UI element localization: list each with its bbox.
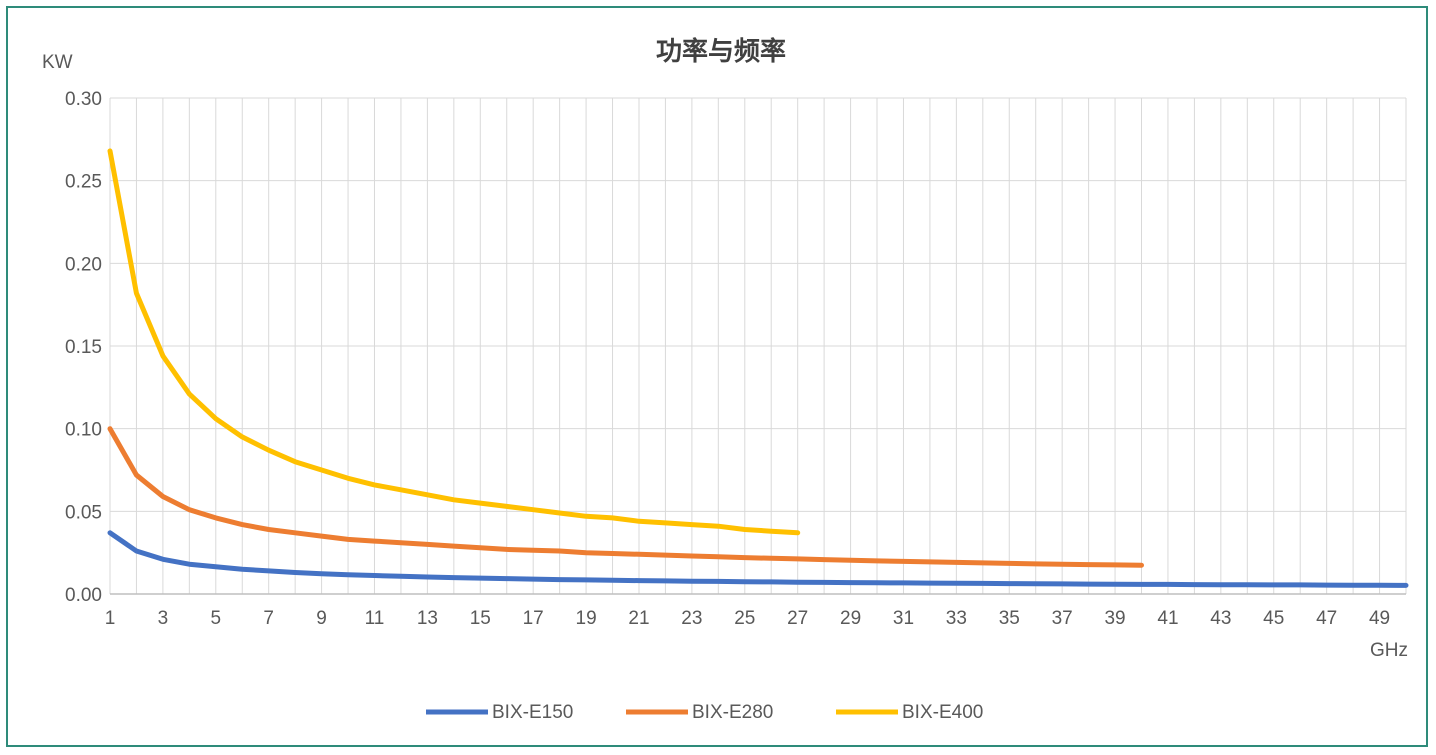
x-tick-label: 43: [1210, 608, 1231, 629]
series-line-bix-e400: [107, 148, 801, 536]
y-tick-label: 0.00: [65, 585, 102, 606]
x-tick-label: 3: [158, 608, 169, 629]
x-tick-label: 1: [105, 608, 116, 629]
y-tick-label: 0.25: [65, 172, 102, 193]
y-axis-ticks: 0.00 0.05 0.10 0.15 0.20 0.25 0.30: [65, 89, 102, 606]
legend-label-bix-e150: BIX-E150: [492, 702, 573, 723]
chart-frame: 功率与频率 KW GHz 0.00 0.05 0.10 0.15 0.20 0.25 0.3…: [6, 6, 1428, 747]
x-tick-label: 11: [365, 608, 385, 629]
x-tick-label: 5: [211, 608, 222, 629]
x-tick-label: 29: [840, 608, 861, 629]
x-tick-label: 7: [263, 608, 274, 629]
x-tick-label: 15: [470, 608, 491, 629]
y-tick-label: 0.05: [65, 502, 102, 523]
series-line-bix-e150: [107, 530, 1409, 588]
x-axis-unit: GHz: [1370, 640, 1408, 661]
y-axis-unit: KW: [42, 52, 73, 73]
power-frequency-chart: 功率与频率 KW GHz 0.00 0.05 0.10 0.15 0.20 0.25 0.3…: [42, 36, 1409, 723]
chart-title: 功率与频率: [656, 36, 786, 66]
y-tick-label: 0.30: [65, 89, 102, 110]
x-tick-label: 21: [628, 608, 649, 629]
x-tick-label: 25: [734, 608, 755, 629]
series-lines: [107, 148, 1409, 588]
x-tick-label: 23: [681, 608, 702, 629]
x-tick-label: 41: [1157, 608, 1178, 629]
legend-label-bix-e400: BIX-E400: [902, 702, 983, 723]
x-tick-label: 17: [523, 608, 544, 629]
x-tick-label: 33: [946, 608, 967, 629]
x-tick-label: 27: [787, 608, 808, 629]
gridlines: [109, 97, 1407, 595]
x-tick-label: 47: [1316, 608, 1337, 629]
x-tick-label: 13: [417, 608, 438, 629]
legend-label-bix-e280: BIX-E280: [692, 702, 773, 723]
x-tick-label: 49: [1369, 608, 1390, 629]
x-tick-label: 9: [316, 608, 327, 629]
x-tick-label: 39: [1104, 608, 1125, 629]
x-tick-label: 45: [1263, 608, 1284, 629]
y-tick-label: 0.15: [65, 337, 102, 358]
x-tick-label: 19: [576, 608, 597, 629]
y-tick-label: 0.10: [65, 420, 102, 441]
x-tick-label: 31: [893, 608, 914, 629]
x-axis-ticks: 1 3 5 7 9 11 13 15 17 19 21 23 25 27 29 31 33 35 37 39 41 43 4…: [105, 608, 1390, 629]
x-tick-label: 35: [999, 608, 1020, 629]
series-line-bix-e280: [107, 426, 1144, 568]
x-tick-label: 37: [1052, 608, 1073, 629]
y-tick-label: 0.20: [65, 254, 102, 275]
legend: BIX-E150 BIX-E280 BIX-E400: [426, 702, 983, 723]
